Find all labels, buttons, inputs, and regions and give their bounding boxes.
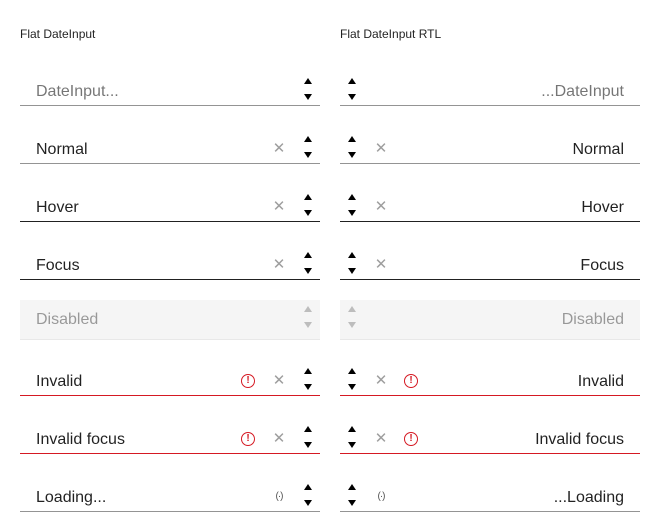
dateinput-invalid-focus[interactable]: Invalid focus ! ✕ <box>20 408 320 454</box>
exclamation-circle-icon: ! <box>404 432 418 446</box>
dateinput-rtl-disabled: Disabled <box>340 300 640 340</box>
spin-buttons[interactable] <box>346 249 358 281</box>
dateinput-rtl-invalid-focus[interactable]: Invalid focus ! ✕ <box>340 408 640 454</box>
triangle-up-icon[interactable] <box>348 78 356 84</box>
exclamation-circle-icon: ! <box>241 374 255 388</box>
close-icon[interactable]: ✕ <box>374 372 388 389</box>
input-value: Invalid focus <box>535 431 624 448</box>
exclamation-circle-icon: ! <box>404 374 418 388</box>
triangle-up-icon[interactable] <box>304 368 312 374</box>
triangle-down-icon <box>304 322 312 328</box>
close-icon[interactable]: ✕ <box>374 140 388 157</box>
dateinput-loading[interactable]: Loading... (·) <box>20 466 320 512</box>
dateinput-rtl-normal[interactable]: Normal ✕ <box>340 118 640 164</box>
spin-buttons[interactable] <box>302 481 314 513</box>
input-value: Loading... <box>36 489 107 506</box>
input-value: Hover <box>581 199 624 216</box>
close-icon[interactable]: ✕ <box>272 140 286 157</box>
spin-buttons[interactable] <box>346 75 358 107</box>
triangle-down-icon[interactable] <box>348 152 356 158</box>
input-value: Focus <box>580 257 624 274</box>
spin-buttons[interactable] <box>346 133 358 165</box>
triangle-down-icon[interactable] <box>304 442 312 448</box>
triangle-down-icon[interactable] <box>304 210 312 216</box>
spin-buttons[interactable] <box>302 191 314 223</box>
loading-icon: (·) <box>377 491 386 502</box>
triangle-up-icon[interactable] <box>348 484 356 490</box>
close-icon[interactable]: ✕ <box>374 198 388 215</box>
triangle-down-icon[interactable] <box>348 268 356 274</box>
spin-buttons[interactable] <box>346 423 358 455</box>
dateinput-rtl-placeholder[interactable]: ...DateInput <box>340 60 640 106</box>
dateinput-normal[interactable]: Normal ✕ <box>20 118 320 164</box>
close-icon[interactable]: ✕ <box>272 372 286 389</box>
input-value: Disabled <box>36 311 99 328</box>
triangle-down-icon[interactable] <box>304 268 312 274</box>
close-icon[interactable]: ✕ <box>272 430 286 447</box>
input-value: Invalid <box>577 373 624 390</box>
input-value: Normal <box>572 141 624 158</box>
triangle-down-icon[interactable] <box>348 442 356 448</box>
triangle-up-icon[interactable] <box>348 136 356 142</box>
dateinput-focus[interactable]: Focus ✕ <box>20 234 320 280</box>
dateinput-rtl-hover[interactable]: Hover ✕ <box>340 176 640 222</box>
close-icon[interactable]: ✕ <box>374 430 388 447</box>
exclamation-circle-icon: ! <box>241 432 255 446</box>
spin-buttons[interactable] <box>346 191 358 223</box>
triangle-down-icon[interactable] <box>348 210 356 216</box>
spin-buttons[interactable] <box>302 423 314 455</box>
triangle-down-icon[interactable] <box>348 94 356 100</box>
dateinput-placeholder[interactable]: DateInput... <box>20 60 320 106</box>
triangle-up-icon[interactable] <box>304 426 312 432</box>
triangle-down-icon[interactable] <box>304 500 312 506</box>
triangle-up-icon[interactable] <box>348 368 356 374</box>
triangle-down-icon[interactable] <box>304 94 312 100</box>
triangle-down-icon[interactable] <box>304 152 312 158</box>
input-value: Invalid <box>36 373 83 390</box>
triangle-up-icon[interactable] <box>304 484 312 490</box>
spin-buttons[interactable] <box>302 133 314 165</box>
triangle-up-icon[interactable] <box>348 426 356 432</box>
dateinput-disabled: Disabled <box>20 300 320 340</box>
dateinput-rtl-loading[interactable]: ...Loading (·) <box>340 466 640 512</box>
placeholder-text: DateInput... <box>36 83 119 100</box>
triangle-up-icon[interactable] <box>304 136 312 142</box>
close-icon[interactable]: ✕ <box>272 198 286 215</box>
triangle-up-icon <box>348 306 356 312</box>
dateinput-rtl-focus[interactable]: Focus ✕ <box>340 234 640 280</box>
triangle-up-icon[interactable] <box>304 194 312 200</box>
input-value: Disabled <box>561 311 624 328</box>
input-value: Normal <box>36 141 88 158</box>
spin-buttons[interactable] <box>346 365 358 397</box>
input-value: Focus <box>36 257 80 274</box>
triangle-up-icon[interactable] <box>348 252 356 258</box>
triangle-down-icon[interactable] <box>304 384 312 390</box>
triangle-up-icon[interactable] <box>304 78 312 84</box>
placeholder-text: ...DateInput <box>541 83 624 100</box>
triangle-up-icon[interactable] <box>348 194 356 200</box>
spin-buttons[interactable] <box>302 249 314 281</box>
spin-buttons[interactable] <box>302 365 314 397</box>
triangle-up-icon[interactable] <box>304 252 312 258</box>
triangle-down-icon <box>348 322 356 328</box>
close-icon[interactable]: ✕ <box>374 256 388 273</box>
triangle-down-icon[interactable] <box>348 384 356 390</box>
input-value: Invalid focus <box>36 431 125 448</box>
input-value: Hover <box>36 199 79 216</box>
spin-buttons[interactable] <box>346 481 358 513</box>
input-value: ...Loading <box>553 489 624 506</box>
dateinput-hover[interactable]: Hover ✕ <box>20 176 320 222</box>
ltr-column-title: Flat DateInput <box>20 27 96 41</box>
spin-buttons <box>346 303 358 335</box>
dateinput-invalid[interactable]: Invalid ! ✕ <box>20 350 320 396</box>
loading-icon: (·) <box>275 491 284 502</box>
spin-buttons[interactable] <box>302 75 314 107</box>
rtl-column-title: Flat DateInput RTL <box>340 27 442 41</box>
close-icon[interactable]: ✕ <box>272 256 286 273</box>
spin-buttons <box>302 303 314 335</box>
triangle-up-icon <box>304 306 312 312</box>
dateinput-rtl-invalid[interactable]: Invalid ! ✕ <box>340 350 640 396</box>
triangle-down-icon[interactable] <box>348 500 356 506</box>
